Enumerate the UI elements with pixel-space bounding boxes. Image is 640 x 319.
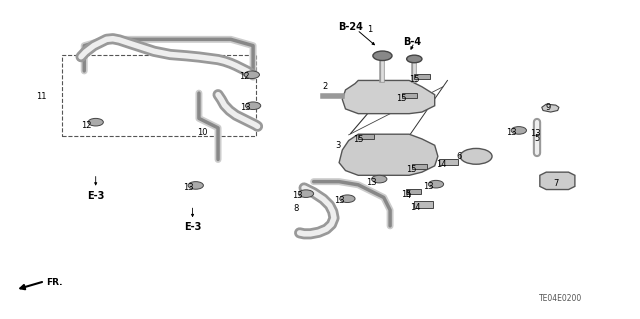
Bar — [401, 93, 417, 98]
Text: 3: 3 — [335, 141, 340, 150]
Circle shape — [298, 190, 314, 197]
Bar — [406, 189, 421, 194]
Text: 15: 15 — [353, 135, 364, 145]
Text: TE04E0200: TE04E0200 — [540, 293, 582, 302]
Text: 15: 15 — [396, 94, 407, 103]
Text: B-4: B-4 — [403, 38, 422, 48]
Text: 13: 13 — [183, 183, 193, 192]
Circle shape — [372, 175, 387, 183]
Circle shape — [246, 102, 260, 109]
Text: 15: 15 — [409, 75, 420, 84]
Polygon shape — [342, 80, 435, 114]
Text: 10: 10 — [197, 128, 207, 137]
Circle shape — [460, 148, 492, 164]
Circle shape — [428, 180, 444, 188]
Polygon shape — [540, 172, 575, 189]
Circle shape — [188, 182, 204, 189]
Text: 4: 4 — [405, 191, 411, 200]
Circle shape — [511, 127, 527, 134]
Polygon shape — [541, 104, 559, 112]
Text: E-3: E-3 — [184, 222, 201, 233]
Text: B-24: B-24 — [338, 22, 363, 32]
Bar — [413, 201, 433, 208]
Circle shape — [244, 71, 259, 78]
Text: 13: 13 — [365, 178, 376, 187]
Text: 13: 13 — [530, 129, 541, 138]
Bar — [414, 74, 429, 79]
Circle shape — [373, 51, 392, 61]
Polygon shape — [339, 134, 438, 175]
Text: 15: 15 — [401, 190, 412, 199]
Text: 13: 13 — [334, 196, 344, 205]
Text: 13: 13 — [292, 191, 303, 200]
Circle shape — [406, 55, 422, 63]
Text: 13: 13 — [423, 182, 434, 191]
Text: 13: 13 — [240, 103, 251, 113]
Text: 7: 7 — [553, 179, 559, 188]
Text: 6: 6 — [456, 152, 461, 161]
Text: 5: 5 — [534, 134, 540, 144]
Text: E-3: E-3 — [87, 191, 104, 201]
Circle shape — [88, 118, 103, 126]
Bar — [412, 164, 427, 169]
Text: 15: 15 — [406, 165, 417, 174]
Circle shape — [340, 195, 355, 203]
Text: FR.: FR. — [46, 278, 63, 287]
Text: 12: 12 — [239, 72, 250, 81]
Bar — [358, 134, 374, 139]
Text: 2: 2 — [323, 82, 328, 91]
Text: 14: 14 — [410, 203, 421, 212]
Text: 12: 12 — [81, 121, 92, 130]
Text: 13: 13 — [506, 128, 516, 137]
Bar — [439, 159, 458, 165]
Text: 14: 14 — [436, 160, 446, 169]
Text: 8: 8 — [293, 204, 298, 213]
Text: 9: 9 — [545, 103, 551, 112]
Text: 11: 11 — [36, 92, 46, 101]
Text: 1: 1 — [367, 25, 372, 34]
Bar — [62, 55, 256, 136]
